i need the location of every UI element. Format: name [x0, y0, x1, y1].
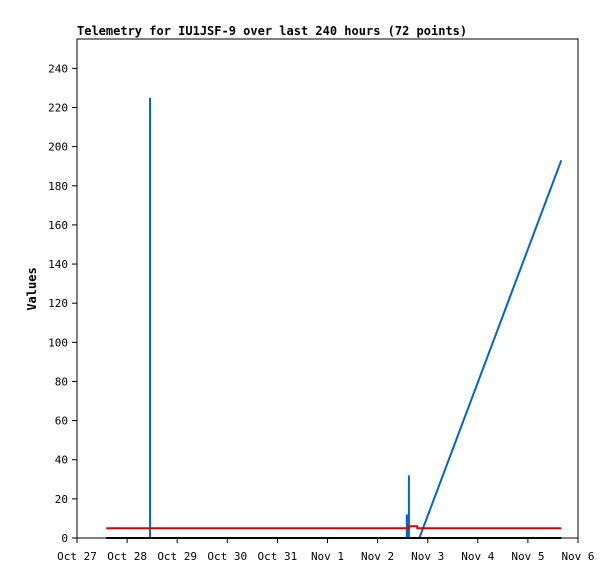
x-tick-label-3: Oct 30: [207, 550, 247, 563]
y-tick-label-6: 120: [48, 297, 68, 310]
y-tick-label-8: 160: [48, 219, 68, 232]
y-tick-label-1: 20: [55, 493, 68, 506]
x-tick-label-1: Oct 28: [107, 550, 147, 563]
x-tick-label-4: Oct 31: [258, 550, 298, 563]
x-tick-label-6: Nov 2: [361, 550, 394, 563]
y-tick-label-11: 220: [48, 101, 68, 114]
y-tick-label-0: 0: [61, 532, 68, 545]
series-line-1: [106, 525, 562, 530]
y-tick-label-5: 100: [48, 336, 68, 349]
x-tick-label-7: Nov 3: [411, 550, 444, 563]
y-tick-label-4: 80: [55, 375, 68, 388]
x-tick-label-2: Oct 29: [157, 550, 197, 563]
x-tick-label-8: Nov 4: [461, 550, 494, 563]
y-tick-label-9: 180: [48, 180, 68, 193]
y-axis: 0 20 40 60 80 100 120 140 160 180 200 220 240: [48, 62, 77, 545]
x-tick-label-10: Nov 6: [561, 550, 594, 563]
plot-frame: [76, 38, 579, 539]
x-tick-label-5: Nov 1: [311, 550, 344, 563]
x-tick-label-9: Nov 5: [511, 550, 544, 563]
y-tick-label-3: 60: [55, 415, 68, 428]
x-tick-label-0: Oct 27: [57, 550, 97, 563]
y-tick-label-12: 240: [48, 62, 68, 75]
y-axis-label: Values: [25, 267, 39, 310]
y-tick-label-10: 200: [48, 141, 68, 154]
x-axis: Oct 27 Oct 28 Oct 29 Oct 30 Oct 31 Nov 1 Nov 2…: [57, 538, 595, 563]
series-line-0: [106, 97, 563, 539]
y-tick-label-2: 40: [55, 454, 68, 467]
series-layer: [106, 97, 563, 539]
y-tick-label-7: 140: [48, 258, 68, 271]
chart-title: Telemetry for IU1JSF-9 over last 240 hou…: [77, 24, 467, 38]
